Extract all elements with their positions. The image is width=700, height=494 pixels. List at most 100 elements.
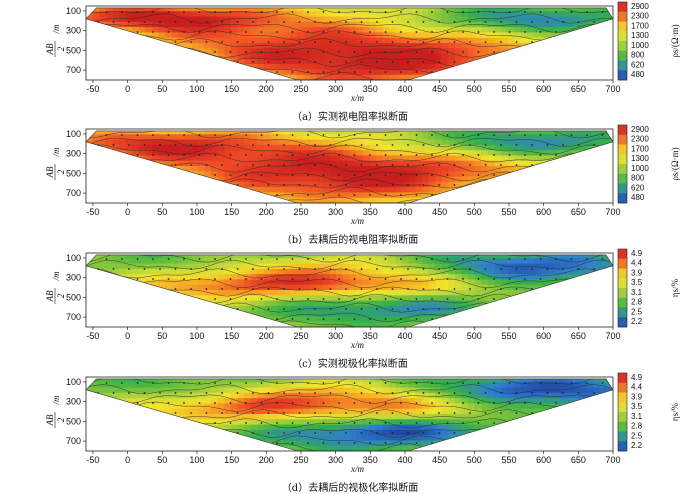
x-tick-label: 50 [157, 331, 167, 341]
y-tick-label: 500 [66, 168, 81, 178]
colorbar-tick-label: 2.5 [631, 431, 643, 440]
colorbar-swatch [618, 412, 627, 423]
y-axis-label-a: AB 2/m [45, 24, 66, 57]
colorbar-c: 4.94.43.93.53.12.82.52.2 [617, 248, 643, 328]
x-tick-label: 550 [501, 455, 516, 465]
x-tick-label: 400 [397, 84, 412, 94]
x-tick-label: 600 [536, 455, 551, 465]
colorbar-tick-label: 800 [631, 174, 645, 183]
section-plot-a: -50 0 50 100 150 200 250 300 350 400 450 500 550 600 6… [45, 1, 680, 103]
colorbar-tick-label: 2300 [631, 12, 649, 21]
y-tick-label: 500 [66, 416, 81, 426]
plot-frame-b [85, 128, 614, 204]
x-tick-label: 550 [501, 331, 516, 341]
y-tick-label: 300 [66, 26, 81, 36]
colorbar-swatch [618, 173, 627, 184]
colorbar-swatch [618, 183, 627, 194]
y-axis-label-c: AB 2/m [45, 271, 66, 304]
colorbar-tick-label: 4.4 [631, 383, 643, 392]
y-tick-label: 700 [66, 436, 81, 446]
colorbar-tick-label: 3.5 [631, 402, 643, 411]
x-axis-label-d: x/m [350, 464, 364, 474]
colorbar-swatch [618, 41, 627, 52]
panel-c: -50 0 50 100 150 200 250 300 350 400 450 500 550 600 6… [0, 247, 700, 370]
colorbar-swatch [618, 258, 627, 269]
y-tick-label: 500 [66, 45, 81, 55]
x-tick-label: 350 [363, 331, 378, 341]
x-tick-label: 300 [328, 207, 343, 217]
colorbar-swatch [618, 60, 627, 71]
x-tick-label: 700 [605, 207, 620, 217]
section-plot-b: -50 0 50 100 150 200 250 300 350 400 450 500 550 600 6… [45, 124, 680, 226]
x-tick-label: 400 [397, 207, 412, 217]
y-axis-d: 100 300 500 700 [66, 377, 86, 446]
y-tick-label: 300 [66, 397, 81, 407]
y-label-numerator: AB [45, 166, 55, 178]
x-tick-label: 100 [189, 84, 204, 94]
panel-d: -50 0 50 100 150 200 250 300 350 400 450 500 550 600 6… [0, 371, 700, 494]
colorbar-tick-label: 1700 [631, 144, 649, 153]
x-tick-label: 300 [328, 331, 343, 341]
colorbar-tick-label: 3.9 [631, 268, 643, 277]
x-tick-label: -50 [86, 207, 99, 217]
colorbar-tick-label: 800 [631, 51, 645, 60]
section-plot-d: -50 0 50 100 150 200 250 300 350 400 450 500 550 600 6… [45, 372, 680, 474]
x-tick-label: 200 [259, 455, 274, 465]
x-tick-label: 650 [571, 207, 586, 217]
colorbar-swatch [618, 431, 627, 442]
caption-c: （c）实测视极化率拟断面 [292, 359, 408, 370]
x-tick-label: 600 [536, 207, 551, 217]
colorbar-tick-label: 2900 [631, 2, 649, 11]
colorbar-tick-label: 1000 [631, 164, 649, 173]
y-axis-b: 100 300 500 700 [66, 129, 86, 198]
x-tick-label: 500 [467, 331, 482, 341]
x-tick-label: 250 [293, 207, 308, 217]
colorbar-swatch [618, 70, 627, 81]
x-tick-label: 550 [501, 207, 516, 217]
plot-frame-d [85, 376, 614, 452]
colorbar-swatch [618, 164, 627, 175]
colorbar-tick-label: 4.9 [631, 373, 643, 382]
x-tick-label: 250 [293, 455, 308, 465]
x-tick-label: 300 [328, 455, 343, 465]
colorbar-tick-label: 4.4 [631, 259, 643, 268]
x-tick-label: 450 [432, 207, 447, 217]
colorbar-swatch [618, 134, 627, 145]
x-tick-label: -50 [86, 455, 99, 465]
y-tick-label: 700 [66, 312, 81, 322]
colorbar-swatch [618, 50, 627, 61]
colorbar-swatch [618, 249, 627, 260]
x-tick-label: 350 [363, 455, 378, 465]
y-label-denominator: 2 [56, 293, 66, 298]
colorbar-tick-label: 2300 [631, 135, 649, 144]
colorbar-tick-label: 2.5 [631, 307, 643, 316]
x-tick-label: 500 [467, 207, 482, 217]
colorbar-swatch [618, 297, 627, 308]
x-tick-label: 550 [501, 84, 516, 94]
x-tick-label: 350 [363, 84, 378, 94]
x-tick-label: 400 [397, 455, 412, 465]
colorbar-swatch [618, 402, 627, 413]
colorbar-label-a: ρs/(Ω·m) [670, 24, 680, 57]
colorbar-tick-label: 3.1 [631, 288, 643, 297]
caption-a: （a）实测视电阻率拟断面 [292, 112, 408, 123]
y-tick-label: 300 [66, 273, 81, 283]
x-tick-label: 150 [224, 331, 239, 341]
colorbar-swatch [618, 193, 627, 204]
colorbar-tick-label: 3.5 [631, 278, 643, 287]
x-tick-label: 700 [605, 455, 620, 465]
x-tick-label: 500 [467, 455, 482, 465]
x-tick-label: 350 [363, 207, 378, 217]
colorbar-tick-label: 480 [631, 70, 645, 79]
y-label-numerator: AB [45, 43, 55, 55]
colorbar-d: 4.94.43.93.53.12.82.52.2 [617, 372, 643, 452]
panel-a: -50 0 50 100 150 200 250 300 350 400 450 500 550 600 6… [0, 0, 700, 123]
x-tick-label: 600 [536, 331, 551, 341]
x-tick-label: 150 [224, 84, 239, 94]
x-tick-label: 450 [432, 455, 447, 465]
x-tick-label: 150 [224, 207, 239, 217]
colorbar-tick-label: 2.2 [631, 441, 643, 450]
colorbar-label-c: ηs/% [670, 278, 680, 297]
x-tick-label: 200 [259, 207, 274, 217]
colorbar-tick-label: 2.8 [631, 298, 643, 307]
